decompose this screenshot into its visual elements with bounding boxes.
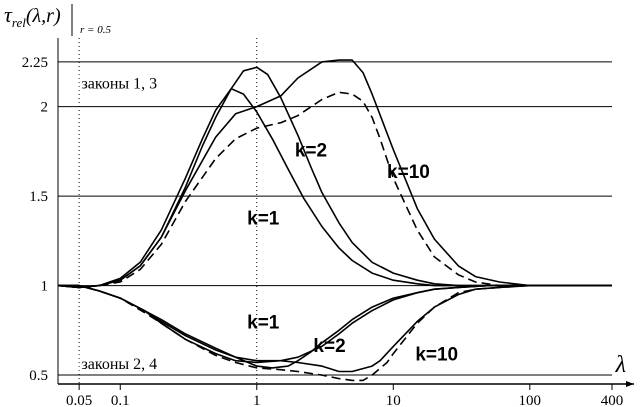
series-line-up-law1-k10: [57, 59, 612, 289]
x-tick-label: 1: [253, 393, 261, 407]
axes: 0.05 0.1 1 10 100 400 0.5 1 1.5 2 2.25: [22, 38, 634, 407]
series-line-up-law3-k10: [57, 91, 612, 289]
y-tick-label: 2: [41, 100, 49, 116]
y-tick-label: 2.25: [22, 55, 48, 71]
grid-lines: [58, 38, 612, 384]
x-tick-label: 100: [519, 393, 542, 407]
series-line-down-law2-k10: [58, 284, 612, 373]
series-line-up-law3-k2: [57, 66, 612, 289]
series-group: [57, 59, 612, 382]
y-axis-label-main: τ: [4, 2, 13, 27]
series-line-down-law4-k10: [58, 284, 612, 382]
series-line-up-law1-k2: [57, 87, 612, 289]
curve-label: k=2: [295, 141, 327, 162]
x-tick-label: 0.1: [111, 393, 130, 407]
x-axis-arrow: [626, 381, 634, 387]
curve-label: k=10: [387, 162, 430, 183]
y-axis-label: τrel(λ,r): [4, 2, 61, 30]
y-axis-label-arg: (λ,r): [26, 5, 61, 27]
curve-label: k=1: [247, 313, 280, 334]
curve-label: k=10: [415, 345, 458, 366]
region-label-bg: [79, 73, 171, 94]
y-tick-label: 0.5: [29, 368, 48, 384]
y-axis-label-condition: r = 0.5: [80, 24, 111, 36]
x-tick-label: 10: [386, 393, 401, 407]
x-tick-label: 400: [601, 393, 624, 407]
region-label: законы 1, 3: [81, 76, 157, 93]
region-label: законы 2, 4: [81, 356, 157, 373]
x-axis-label: λ: [615, 352, 626, 378]
labels-group: законы 1, 3 законы 2, 4 k=2 k=10 k=1 k=1 k=2 k=…: [79, 73, 458, 374]
y-tick-label: 1.5: [29, 189, 48, 205]
y-axis-label-sub: rel: [12, 15, 26, 30]
x-tick-label: 0.05: [66, 393, 92, 407]
y-tick-label: 1: [41, 279, 49, 295]
curve-label: k=2: [313, 336, 345, 357]
curve-label: k=1: [247, 209, 280, 230]
region-label-bg: [79, 353, 171, 374]
